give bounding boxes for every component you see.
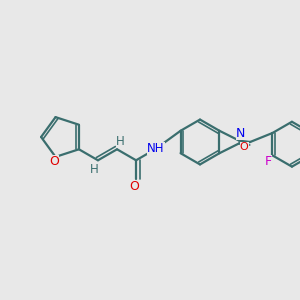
Text: H: H	[116, 135, 124, 148]
Text: O: O	[240, 142, 249, 152]
Text: NH: NH	[147, 142, 165, 155]
Text: F: F	[265, 155, 272, 168]
Text: O: O	[129, 181, 139, 194]
Text: N: N	[236, 127, 245, 140]
Text: O: O	[50, 155, 59, 168]
Text: H: H	[90, 163, 98, 176]
